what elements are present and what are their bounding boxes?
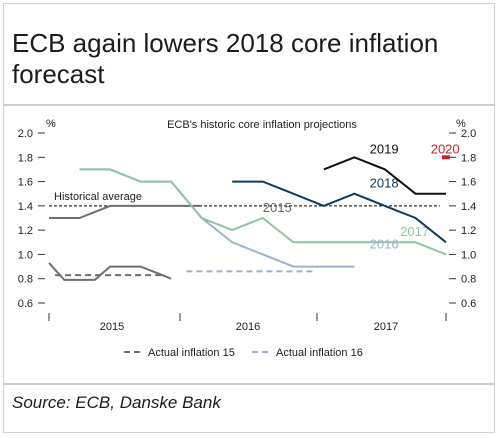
y-tick-label-right: 1.2 <box>461 225 476 237</box>
axes: 0.6 0.6 0.8 0.8 1.0 1.0 1.2 1.2 1.4 1.4 1.6 1.6 1.8 1… <box>18 128 477 333</box>
y-tick-label-right: 1.0 <box>461 249 476 261</box>
series-label-2017: 2017 <box>400 224 429 239</box>
y-tick-label-right: 0.6 <box>461 298 476 310</box>
legend-label: Actual inflation 15 <box>148 347 235 359</box>
series-label-2019: 2019 <box>370 142 399 157</box>
y-tick-label-right: 1.8 <box>461 152 476 164</box>
x-category-label: 2017 <box>374 321 398 333</box>
source-divider <box>3 383 495 385</box>
y-tick-label-right: 1.6 <box>461 177 476 189</box>
series-line-2015 <box>49 204 202 219</box>
y-tick-label-left: 2.0 <box>18 128 33 140</box>
y-tick-label-left: 0.8 <box>18 274 33 286</box>
series-label-2016: 2016 <box>370 236 399 251</box>
y-tick-label-left: 1.0 <box>18 249 33 261</box>
y-tick-label-right: 0.8 <box>461 274 476 286</box>
x-category-label: 2016 <box>236 321 260 333</box>
legend-label: Actual inflation 16 <box>276 347 363 359</box>
page-title: ECB again lowers 2018 core inflation for… <box>12 28 439 89</box>
source-note: Source: ECB, Danske Bank <box>12 393 221 412</box>
series-line-2016 <box>79 168 355 268</box>
chart-frame <box>3 3 495 433</box>
y-tick-label-left: 1.8 <box>18 152 33 164</box>
series-label-2018: 2018 <box>370 176 399 191</box>
y-tick-label-right: 2.0 <box>461 128 476 140</box>
legend: Actual inflation 15 Actual inflation 16 <box>124 347 363 359</box>
y-tick-label-left: 0.6 <box>18 298 33 310</box>
series-line-2019 <box>323 156 446 195</box>
y-tick-label-left: 1.2 <box>18 225 33 237</box>
x-category-label: 2015 <box>100 321 124 333</box>
y-tick-label-right: 1.4 <box>461 201 476 213</box>
series-marker-2020 <box>442 155 450 160</box>
y-tick-label-left: 1.4 <box>18 201 33 213</box>
series-line-2017 <box>79 168 447 256</box>
y-axis-unit-left: % <box>46 118 56 130</box>
chart-title: ECB's historic core inflation projection… <box>167 119 357 131</box>
y-tick-label-left: 1.6 <box>18 177 33 189</box>
historical-average-label: Historical average <box>54 191 142 203</box>
actual-inflation-15-line <box>48 262 172 281</box>
series-label-2020: 2020 <box>431 142 460 157</box>
y-axis-unit-right: % <box>456 118 466 130</box>
series-label-2015: 2015 <box>263 200 292 215</box>
title-divider <box>3 104 495 106</box>
series-line-2018 <box>232 180 447 244</box>
